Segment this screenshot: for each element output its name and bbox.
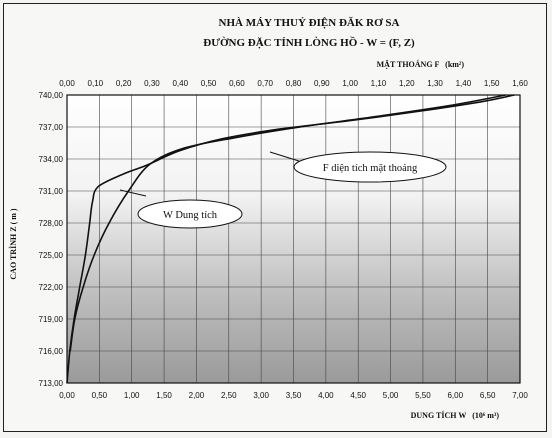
bottom-tick-label: 3,00 [253, 391, 269, 400]
top-tick-label: 0,70 [257, 79, 273, 88]
bottom-tick-label: 1,50 [156, 391, 172, 400]
y-tick-labels: 713,00 716,00 719,00 722,00 725,00 728,00 731,… [39, 91, 64, 388]
top-tick-label: 0,80 [286, 79, 302, 88]
top-tick-labels: 0,00 0,10 0,20 0,30 0,40 0,50 0,60 0,70 0,80 0,90… [59, 79, 528, 88]
series-line-f-dien-tich [66, 94, 515, 384]
y-tick-label: 731,00 [39, 187, 64, 196]
plot-border [66, 94, 521, 384]
y-axis-label: CAO TRÌNH Z ( m ) [8, 208, 18, 280]
bottom-tick-label: 6,50 [480, 391, 496, 400]
annotation-w-leader [119, 189, 147, 197]
bottom-tick-label: 0,50 [92, 391, 108, 400]
y-tick-label: 740,00 [39, 91, 64, 100]
top-tick-label: 0,50 [201, 79, 217, 88]
annotation-f-text: F diện tích mặt thoáng [323, 163, 418, 174]
annotation-f-bubble [293, 151, 447, 183]
top-tick-label: 1,00 [342, 79, 358, 88]
bottom-tick-label: 7,00 [512, 391, 528, 400]
top-tick-label: 0,10 [88, 79, 104, 88]
y-tick-label: 728,00 [39, 219, 64, 228]
y-tick-label: 737,00 [39, 123, 64, 132]
chart-frame: NHÀ MÁY THUỶ ĐIỆN ĐĂK RƠ SA ĐƯỜNG ĐẶC TÍ… [3, 3, 547, 432]
bottom-tick-label: 1,00 [124, 391, 140, 400]
top-tick-label: 1,20 [399, 79, 415, 88]
bottom-tick-label: 2,50 [221, 391, 237, 400]
y-tick-label: 725,00 [39, 251, 64, 260]
bottom-tick-label: 6,00 [447, 391, 463, 400]
annotation-w-text: W Dung tích [163, 210, 218, 221]
top-tick-label: 0,90 [314, 79, 330, 88]
chart-title: NHÀ MÁY THUỶ ĐIỆN ĐĂK RƠ SA [219, 16, 400, 29]
top-tick-label: 1,40 [456, 79, 472, 88]
bottom-tick-label: 3,50 [286, 391, 302, 400]
chart-subtitle: ĐƯỜNG ĐẶC TÍNH LÒNG HỒ - W = (F, Z) [203, 36, 415, 49]
bottom-tick-label: 4,00 [318, 391, 334, 400]
bottom-tick-labels: 0,00 0,50 1,00 1,50 2,00 2,50 3,00 3,50 4,00 4,50… [59, 391, 528, 400]
top-tick-label: 1,30 [427, 79, 443, 88]
annotation-w-bubble [137, 199, 243, 229]
top-tick-label: 0,20 [116, 79, 132, 88]
y-tick-label: 734,00 [39, 155, 64, 164]
top-tick-label: 1,60 [512, 79, 528, 88]
bottom-tick-label: 4,50 [350, 391, 366, 400]
bottom-tick-label: 5,00 [383, 391, 399, 400]
top-tick-label: 0,30 [144, 79, 160, 88]
reservoir-chart: NHÀ MÁY THUỶ ĐIỆN ĐĂK RƠ SA ĐƯỜNG ĐẶC TÍ… [8, 16, 528, 420]
bottom-axis-label: DUNG TÍCH W (10⁶ m³) [411, 410, 500, 420]
annotation-f-leader [269, 151, 303, 163]
top-tick-label: 0,60 [229, 79, 245, 88]
bottom-tick-label: 5,50 [415, 391, 431, 400]
top-tick-label: 1,50 [484, 79, 500, 88]
y-tick-label: 722,00 [39, 283, 64, 292]
top-tick-label: 0,00 [59, 79, 75, 88]
top-tick-label: 0,40 [172, 79, 188, 88]
bottom-tick-label: 0,00 [59, 391, 75, 400]
y-tick-label: 716,00 [39, 347, 64, 356]
top-axis-label: MẶT THOÁNG F (km²) [377, 59, 465, 69]
top-tick-label: 1,10 [371, 79, 387, 88]
y-tick-label: 719,00 [39, 315, 64, 324]
bottom-tick-label: 2,00 [189, 391, 205, 400]
y-tick-label: 713,00 [39, 379, 64, 388]
